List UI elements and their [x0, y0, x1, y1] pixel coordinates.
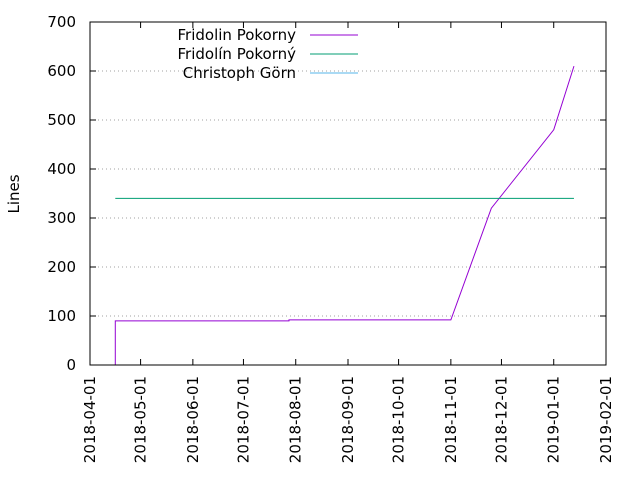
x-axis-ticks: 2018-04-01 2018-05-01 2018-06-01 2018-07-01…: [81, 22, 615, 463]
x-tick-label: 2018-07-01: [234, 376, 252, 463]
y-tick-label: 600: [47, 62, 76, 80]
series-line-1: [114, 65, 575, 365]
x-tick-label: 2018-06-01: [184, 376, 202, 463]
y-tick-label: 300: [47, 209, 76, 227]
x-tick-label: 2018-05-01: [132, 376, 150, 463]
x-tick-label: 2019-01-01: [545, 376, 563, 463]
legend-label: Fridolín Pokorný: [178, 45, 297, 63]
y-axis-ticks: 0 100 200 300 400 500 600 700: [47, 13, 606, 374]
x-tick-label: 2018-08-01: [287, 376, 305, 463]
grid-lines: [90, 70, 606, 317]
x-tick-label: 2019-02-01: [597, 376, 615, 463]
y-tick-label: 700: [47, 13, 76, 31]
x-tick-label: 2018-09-01: [339, 376, 357, 463]
y-tick-label: 200: [47, 258, 76, 276]
x-tick-label: 2018-12-01: [492, 376, 510, 463]
legend-label: Christoph Görn: [183, 64, 296, 82]
y-tick-label: 400: [47, 160, 76, 178]
x-tick-label: 2018-10-01: [390, 376, 408, 463]
y-axis-label: Lines: [5, 174, 23, 213]
x-tick-label: 2018-04-01: [81, 376, 99, 463]
x-tick-label: 2018-11-01: [442, 376, 460, 463]
legend-label: Fridolin Pokorny: [178, 26, 297, 44]
y-tick-label: 0: [66, 356, 76, 374]
series-lines: [114, 65, 575, 365]
y-tick-label: 100: [47, 307, 76, 325]
y-tick-label: 500: [47, 111, 76, 129]
